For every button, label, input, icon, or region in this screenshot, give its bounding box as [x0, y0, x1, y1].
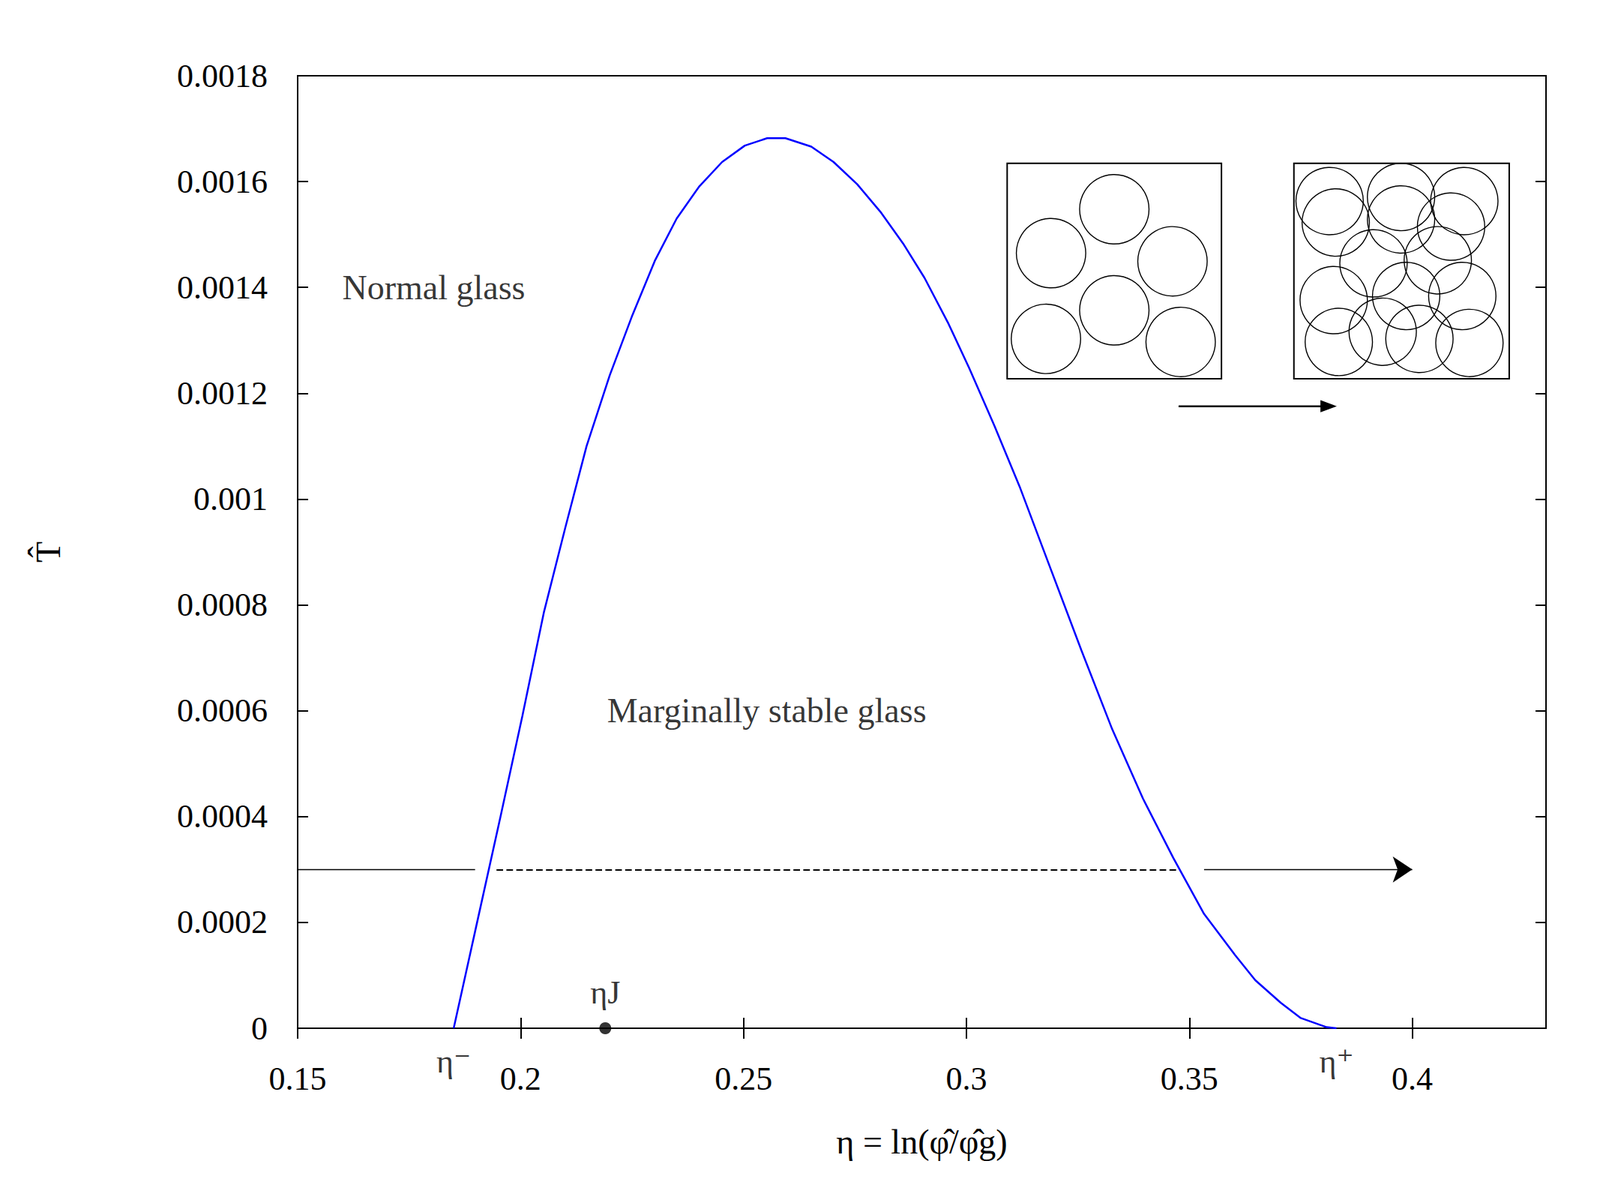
- svg-text:0.35: 0.35: [1160, 1060, 1219, 1097]
- svg-text:η⁺: η⁺: [1318, 1042, 1354, 1080]
- svg-text:0.0008: 0.0008: [176, 586, 268, 624]
- svg-text:0.0006: 0.0006: [176, 692, 268, 729]
- svg-text:0.0004: 0.0004: [176, 797, 268, 835]
- svg-text:Marginally stable glass: Marginally stable glass: [607, 691, 927, 730]
- svg-text:η = ln(φ̂/φ̂g): η = ln(φ̂/φ̂g): [835, 1122, 1007, 1161]
- svg-text:Normal glass: Normal glass: [341, 268, 525, 307]
- svg-text:T̂: T̂: [27, 541, 67, 563]
- svg-text:0.0016: 0.0016: [176, 163, 268, 201]
- svg-text:0.25: 0.25: [714, 1060, 773, 1097]
- svg-text:0.0014: 0.0014: [176, 269, 268, 306]
- svg-text:0.2: 0.2: [500, 1060, 542, 1097]
- svg-text:0.0012: 0.0012: [176, 374, 268, 412]
- svg-text:0.0018: 0.0018: [176, 57, 268, 95]
- svg-text:0.15: 0.15: [269, 1060, 327, 1097]
- svg-text:0.3: 0.3: [945, 1060, 987, 1097]
- svg-text:0.4: 0.4: [1391, 1060, 1433, 1097]
- svg-text:ηJ: ηJ: [590, 973, 621, 1011]
- svg-text:0.0002: 0.0002: [176, 903, 268, 941]
- svg-text:0: 0: [251, 1009, 268, 1047]
- svg-text:η⁻: η⁻: [436, 1042, 471, 1080]
- svg-text:0.001: 0.001: [193, 480, 268, 518]
